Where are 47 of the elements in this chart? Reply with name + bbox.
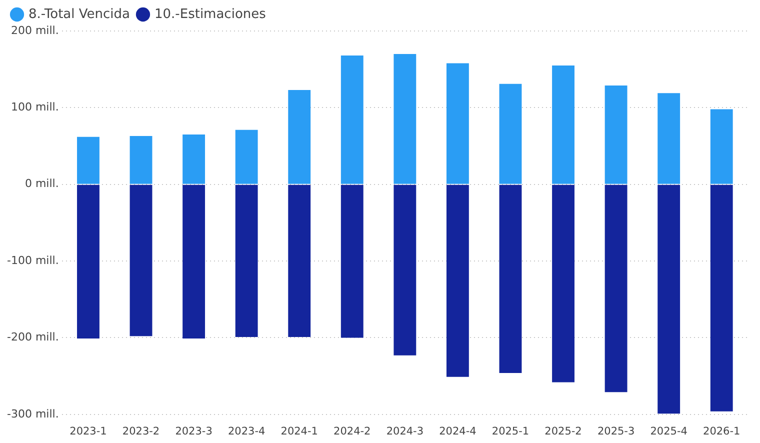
legend-label: 8.-Total Vencida xyxy=(28,6,130,22)
bar xyxy=(340,184,364,338)
bar xyxy=(77,136,100,184)
legend-label: 10.-Estimaciones xyxy=(154,6,266,22)
bar xyxy=(446,184,469,377)
bar xyxy=(130,184,152,336)
bar xyxy=(235,130,258,184)
bar xyxy=(446,63,469,184)
x-tick-label: 2026-1 xyxy=(703,425,740,438)
bar xyxy=(130,136,152,184)
y-tick-label: 100 mill. xyxy=(10,100,59,114)
x-tick-label: 2023-3 xyxy=(175,425,212,438)
bar xyxy=(658,93,680,184)
bar xyxy=(394,184,416,356)
bar xyxy=(235,184,258,337)
bar xyxy=(499,84,522,184)
x-tick-label: 2024-2 xyxy=(334,425,371,438)
bar xyxy=(288,90,311,184)
x-tick-label: 2024-4 xyxy=(439,425,477,438)
x-tick-label: 2025-4 xyxy=(650,425,688,438)
bar xyxy=(182,184,206,338)
x-tick-label: 2023-4 xyxy=(228,425,266,438)
bar xyxy=(552,184,574,382)
x-tick-label: 2023-1 xyxy=(70,425,107,438)
y-tick-label: -200 mill. xyxy=(7,330,59,344)
bar xyxy=(658,184,680,414)
bar xyxy=(77,184,100,338)
x-tick-label: 2024-3 xyxy=(386,425,424,438)
bar xyxy=(710,109,733,184)
bar xyxy=(552,66,574,184)
y-tick-label: 0 mill. xyxy=(24,177,59,190)
bar xyxy=(604,184,628,392)
x-tick-label: 2025-3 xyxy=(597,425,635,438)
y-tick-label: -300 mill. xyxy=(7,407,59,420)
y-tick-label: -100 mill. xyxy=(7,254,59,267)
bar xyxy=(340,56,364,184)
bar xyxy=(604,85,628,184)
bar xyxy=(288,184,311,337)
bar xyxy=(394,54,416,184)
bar xyxy=(499,184,522,373)
x-tick-label: 2024-1 xyxy=(280,425,318,438)
x-tick-label: 2025-2 xyxy=(544,425,582,438)
bar xyxy=(182,134,206,184)
bar xyxy=(710,184,733,412)
y-tick-label: 200 mill. xyxy=(10,24,59,37)
x-tick-label: 2025-1 xyxy=(492,425,530,438)
x-tick-label: 2023-2 xyxy=(122,425,160,438)
